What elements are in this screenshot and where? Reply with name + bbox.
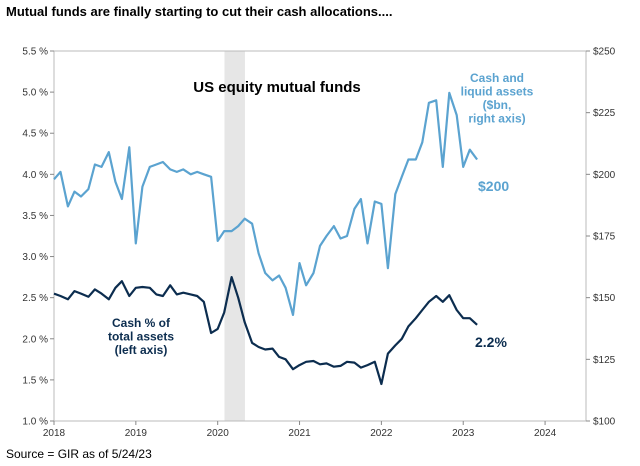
left-tick-label: 3.5 %: [22, 211, 48, 222]
left-tick-label: 3.0 %: [22, 252, 48, 263]
left-tick-label: 2.0 %: [22, 334, 48, 345]
cash-assets-label: Cash and: [470, 71, 524, 85]
right-tick-label: $100: [593, 417, 616, 428]
left-tick-label: 2.5 %: [22, 293, 48, 304]
cash-percent-label: total assets: [108, 330, 174, 344]
cash-assets-label: ($bn,: [483, 98, 512, 112]
chart-title: US equity mutual funds: [193, 79, 361, 96]
x-tick-label: 2022: [370, 428, 393, 439]
left-tick-label: 5.5 %: [22, 47, 48, 58]
shaded-period: [224, 51, 245, 421]
x-tick-label: 2024: [534, 428, 557, 439]
x-tick-label: 2023: [452, 428, 475, 439]
left-tick-label: 5.0 %: [22, 88, 48, 99]
left-tick-label: 1.5 %: [22, 375, 48, 386]
cash-assets-end-value: $200: [478, 178, 509, 194]
cash-percent-line: [53, 276, 478, 386]
cash-assets-label: liquid assets: [461, 85, 534, 99]
x-tick-label: 2021: [288, 428, 311, 439]
right-tick-label: $175: [593, 232, 616, 243]
headline: Mutual funds are finally starting to cut…: [6, 4, 393, 19]
source-note: Source = GIR as of 5/24/23: [6, 447, 152, 461]
x-tick-label: 2018: [43, 428, 66, 439]
cash-assets-label: right axis): [468, 112, 525, 126]
x-tick-label: 2019: [125, 428, 148, 439]
cash-assets-line: [53, 91, 478, 316]
left-tick-label: 1.0 %: [22, 417, 48, 428]
right-tick-label: $125: [593, 355, 616, 366]
right-tick-label: $225: [593, 108, 616, 119]
right-tick-label: $150: [593, 293, 616, 304]
left-tick-label: 4.0 %: [22, 170, 48, 181]
cash-percent-end-value: 2.2%: [475, 334, 507, 350]
x-tick-label: 2020: [207, 428, 230, 439]
left-tick-label: 4.5 %: [22, 129, 48, 140]
right-tick-label: $200: [593, 170, 616, 181]
cash-percent-label: (left axis): [115, 343, 168, 357]
cash-percent-label: Cash % of: [112, 316, 171, 330]
right-tick-label: $250: [593, 47, 616, 58]
